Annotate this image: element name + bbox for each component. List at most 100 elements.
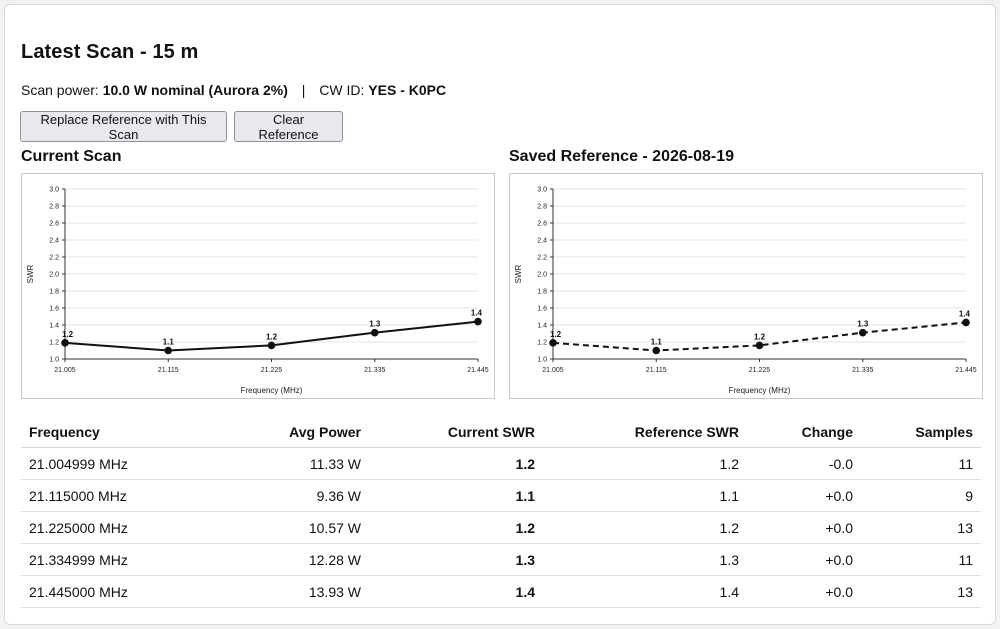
- scan-power-label: Scan power:: [21, 82, 99, 98]
- y-tick-label: 1.6: [537, 306, 547, 313]
- data-point: [962, 318, 970, 327]
- cell-current-swr: 1.2: [369, 447, 543, 480]
- table-row: 21.115000 MHz 9.36 W 1.1 1.1 +0.0 9: [21, 479, 981, 512]
- data-label: 1.3: [369, 320, 381, 329]
- replace-reference-button[interactable]: Replace Reference with This Scan: [20, 111, 227, 142]
- current-scan-chart-svg: 1.01.21.41.61.82.02.22.42.62.83.021.005 2…: [26, 187, 489, 396]
- data-point: [370, 328, 379, 337]
- data-point: [858, 328, 867, 337]
- table-header-row: Frequency Avg Power Current SWR Referenc…: [21, 417, 981, 448]
- y-tick-label: 3.0: [537, 187, 547, 194]
- y-tick-label: 1.4: [537, 323, 547, 330]
- col-samples: Samples: [861, 417, 981, 448]
- info-separator: |: [301, 82, 306, 98]
- data-point: [474, 317, 482, 326]
- table-row: 21.225000 MHz 10.57 W 1.2 1.2 +0.0 13: [21, 511, 981, 544]
- y-axis-label: SWR: [26, 264, 35, 283]
- cell-reference-swr: 1.3: [543, 543, 747, 576]
- cell-avg-power: 10.57 W: [201, 511, 369, 544]
- y-tick-label: 2.6: [537, 221, 547, 228]
- y-tick-label: 1.6: [49, 306, 59, 313]
- cell-samples: 11: [861, 447, 981, 480]
- y-tick-label: 2.8: [537, 204, 547, 211]
- y-tick-label: 2.2: [537, 255, 547, 262]
- col-avg-power: Avg Power: [201, 417, 369, 448]
- data-label: 1.3: [857, 320, 869, 329]
- cell-reference-swr: 1.2: [543, 447, 747, 480]
- x-tick-label: 21.335: [364, 367, 386, 374]
- col-change: Change: [747, 417, 861, 448]
- cell-change: +0.0: [747, 479, 861, 512]
- col-reference-swr: Reference SWR: [543, 417, 747, 448]
- data-point: [164, 346, 173, 355]
- data-label: 1.4: [471, 309, 483, 318]
- current-scan-chart: 1.0 1.2 1.4 1.6 1.8 2.0 2.2 2.4 2.6 2.8 3.0 21.005 2…: [21, 173, 495, 399]
- x-tick-label: 21.005: [54, 367, 76, 374]
- table-row: 21.445000 MHz 13.93 W 1.4 1.4 +0.0 13: [21, 575, 981, 608]
- series-line: [552, 321, 967, 352]
- cell-frequency: 21.004999 MHz: [21, 447, 201, 480]
- data-label: 1.2: [550, 330, 562, 339]
- y-tick-label: 1.0: [49, 357, 59, 364]
- data-label: 1.2: [266, 332, 278, 341]
- data-label: 1.1: [651, 338, 663, 347]
- x-axis-label: Frequency (MHz): [729, 386, 791, 395]
- cell-frequency: 21.225000 MHz: [21, 511, 201, 544]
- data-point: [652, 346, 661, 355]
- reference-chart-svg: 1.01.21.41.61.82.02.22.42.62.83.021.005 2…: [514, 187, 977, 396]
- cell-samples: 13: [861, 511, 981, 544]
- y-tick-label: 2.2: [49, 255, 59, 262]
- data-point: [267, 341, 276, 350]
- y-tick-label: 2.8: [49, 204, 59, 211]
- cell-samples: 11: [861, 543, 981, 576]
- cell-reference-swr: 1.1: [543, 479, 747, 512]
- cell-change: +0.0: [747, 511, 861, 544]
- data-label: 1.1: [163, 338, 175, 347]
- x-tick-label: 21.115: [158, 367, 179, 374]
- x-tick-label: 21.225: [749, 367, 771, 374]
- cell-current-swr: 1.2: [369, 511, 543, 544]
- x-tick-label: 21.335: [852, 367, 874, 374]
- col-frequency: Frequency: [21, 417, 201, 448]
- data-label: 1.4: [959, 309, 971, 318]
- data-point: [755, 341, 764, 350]
- scan-power-value: 10.0 W nominal (Aurora 2%): [102, 82, 288, 98]
- y-tick-label: 1.8: [49, 289, 59, 296]
- table-row: 21.334999 MHz 12.28 W 1.3 1.3 +0.0 11: [21, 543, 981, 576]
- table-row: 21.004999 MHz 11.33 W 1.2 1.2 -0.0 11: [21, 447, 981, 480]
- clear-reference-button[interactable]: Clear Reference: [234, 111, 343, 142]
- y-tick-label: 1.2: [49, 340, 59, 347]
- y-tick-label: 2.6: [49, 221, 59, 228]
- x-tick-label: 21.445: [467, 367, 489, 374]
- reference-title: Saved Reference - 2026-08-19: [509, 148, 735, 165]
- scan-panel: Latest Scan - 15 m Scan power: 10.0 W no…: [4, 4, 996, 625]
- cell-avg-power: 11.33 W: [201, 447, 369, 480]
- col-current-swr: Current SWR: [369, 417, 543, 448]
- y-axis-label: SWR: [514, 264, 523, 283]
- cell-avg-power: 13.93 W: [201, 575, 369, 608]
- cell-frequency: 21.334999 MHz: [21, 543, 201, 576]
- y-tick-label: 1.4: [49, 323, 59, 330]
- cell-reference-swr: 1.4: [543, 575, 747, 608]
- current-scan-title: Current Scan: [21, 148, 122, 165]
- x-tick-label: 21.115: [646, 367, 667, 374]
- cell-reference-swr: 1.2: [543, 511, 747, 544]
- x-tick-label: 21.225: [261, 367, 283, 374]
- scan-info: Scan power: 10.0 W nominal (Aurora 2%) |…: [21, 82, 446, 98]
- y-tick-label: 1.2: [537, 340, 547, 347]
- data-label: 1.2: [754, 332, 766, 341]
- cell-current-swr: 1.3: [369, 543, 543, 576]
- cw-id-label: CW ID:: [319, 82, 365, 98]
- y-tick-label: 2.0: [49, 272, 59, 279]
- y-tick-label: 2.0: [537, 272, 547, 279]
- y-tick-label: 2.4: [49, 238, 59, 245]
- data-label: 1.2: [62, 330, 74, 339]
- cell-change: -0.0: [747, 447, 861, 480]
- y-tick-label: 1.8: [537, 289, 547, 296]
- cw-id-value: YES - K0PC: [368, 82, 447, 98]
- cell-current-swr: 1.1: [369, 479, 543, 512]
- x-tick-label: 21.445: [955, 367, 977, 374]
- reference-chart: 1.0 1.2 1.4 1.6 1.8 2.0 2.2 2.4 2.6 2.8 3.0 21.005 2…: [509, 173, 983, 399]
- cell-frequency: 21.445000 MHz: [21, 575, 201, 608]
- cell-change: +0.0: [747, 575, 861, 608]
